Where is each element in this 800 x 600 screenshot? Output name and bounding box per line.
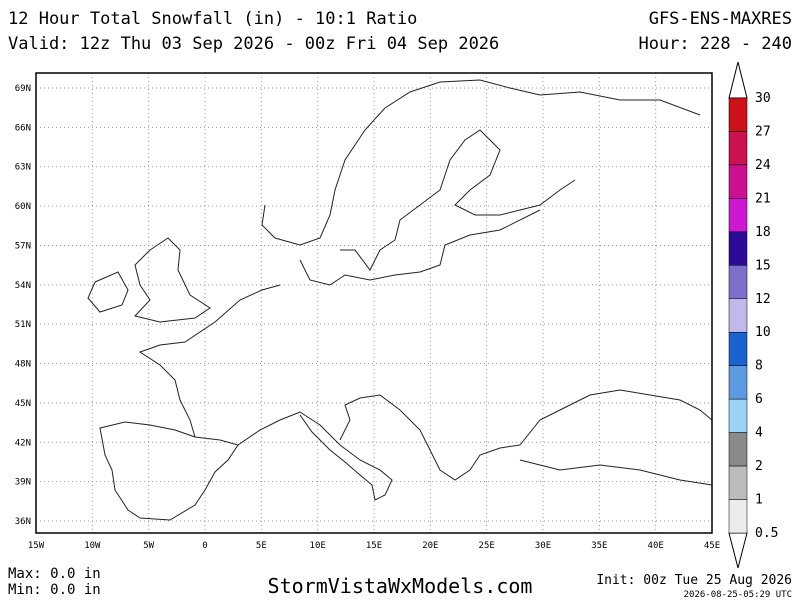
colorbar-label: 30 bbox=[755, 91, 771, 106]
colorbar-label: 18 bbox=[755, 225, 771, 240]
site: StormVistaWxModels.com bbox=[268, 574, 533, 598]
colorbar-swatch bbox=[728, 198, 748, 233]
lon-label: 35E bbox=[591, 541, 607, 551]
lat-label: 60N bbox=[15, 202, 31, 212]
lon-label: 20E bbox=[422, 541, 438, 551]
lon-label: 0 bbox=[202, 541, 207, 551]
lat-label: 48N bbox=[15, 360, 31, 370]
colorbar-label: 0.5 bbox=[755, 526, 778, 541]
coastlines bbox=[87, 79, 713, 521]
colorbar-bottom-arrow bbox=[728, 532, 748, 569]
colorbar-swatch bbox=[728, 365, 748, 400]
lon-label: 45E bbox=[704, 541, 720, 551]
init-time: Init: 00z Tue 25 Aug 2026 bbox=[596, 573, 792, 588]
lat-label: 63N bbox=[15, 163, 31, 173]
colorbar-label: 21 bbox=[755, 191, 771, 206]
lon-label: 30E bbox=[535, 541, 551, 551]
colorbar-label: 8 bbox=[755, 359, 763, 374]
colorbar-label: 2 bbox=[755, 459, 763, 474]
colorbar-label: 10 bbox=[755, 325, 771, 340]
lon-label: 10W bbox=[84, 541, 101, 551]
lat-label: 54N bbox=[15, 281, 31, 291]
valid-time: Valid: 12z Thu 03 Sep 2026 - 00z Fri 04 … bbox=[8, 34, 499, 54]
colorbar-label: 15 bbox=[755, 258, 771, 273]
colorbar-label: 1 bbox=[755, 493, 763, 508]
colorbar-label: 12 bbox=[755, 292, 771, 307]
colorbar-swatch bbox=[728, 164, 748, 199]
colorbar-swatch bbox=[728, 231, 748, 266]
colorbar-swatch bbox=[728, 465, 748, 500]
colorbar-swatch bbox=[728, 499, 748, 534]
lat-label: 57N bbox=[15, 241, 31, 251]
max-value: Max: 0.0 in bbox=[8, 566, 101, 582]
lat-label: 39N bbox=[15, 478, 31, 488]
colorbar-label: 6 bbox=[755, 392, 763, 407]
lon-label: 5E bbox=[256, 541, 267, 551]
lon-label: 25E bbox=[479, 541, 495, 551]
colorbar-swatch bbox=[728, 265, 748, 300]
lat-label: 51N bbox=[15, 320, 31, 330]
colorbar-swatch bbox=[728, 298, 748, 333]
lat-label: 36N bbox=[15, 517, 31, 527]
title: 12 Hour Total Snowfall (in) - 10:1 Ratio bbox=[8, 9, 417, 29]
colorbar-label: 27 bbox=[755, 124, 771, 139]
lon-label: 15W bbox=[28, 541, 45, 551]
lat-label: 42N bbox=[15, 438, 31, 448]
lat-label: 66N bbox=[15, 123, 31, 133]
map-frame bbox=[35, 72, 713, 534]
lon-label: 15E bbox=[366, 541, 382, 551]
min-value: Min: 0.0 in bbox=[8, 582, 101, 598]
hour: Hour: 228 - 240 bbox=[638, 34, 792, 54]
colorbar-swatch bbox=[728, 331, 748, 366]
model: GFS-ENS-MAXRES bbox=[649, 9, 792, 29]
lon-label: 10E bbox=[310, 541, 326, 551]
colorbar-top-arrow bbox=[728, 61, 748, 99]
lon-label: 40E bbox=[648, 541, 664, 551]
timestamp: 2026-08-25-05:29 UTC bbox=[684, 590, 792, 600]
colorbar-label: 4 bbox=[755, 426, 763, 441]
colorbar-swatch bbox=[728, 131, 748, 166]
colorbar-swatch bbox=[728, 432, 748, 467]
colorbar-label: 24 bbox=[755, 158, 771, 173]
colorbar-swatch bbox=[728, 97, 748, 132]
colorbar-swatch bbox=[728, 398, 748, 433]
lat-label: 69N bbox=[15, 84, 31, 94]
lon-label: 5W bbox=[143, 541, 154, 551]
lat-label: 45N bbox=[15, 399, 31, 409]
graticule: 69N 66N 63N 60N 57N 54N 51N 48N 45N 42N 39N 36N 15W 1… bbox=[15, 73, 720, 551]
